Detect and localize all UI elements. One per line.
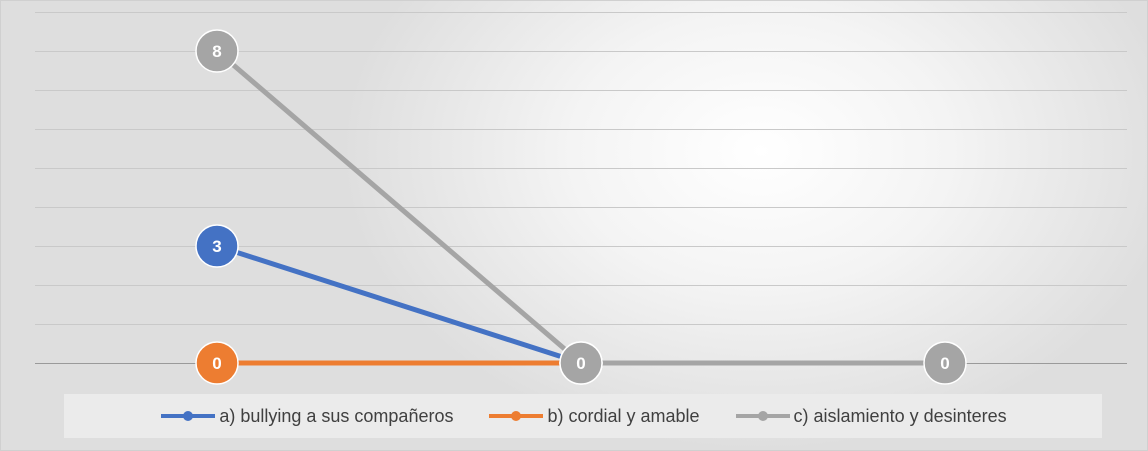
series-3-data-label: 0 [940, 354, 949, 373]
legend-marker-series-1 [161, 411, 216, 421]
series-1-data-label: 3 [212, 237, 221, 256]
legend: a) bullying a sus compañeros b) cordial … [64, 394, 1102, 438]
series-3-line [214, 48, 584, 366]
legend-item-series-3: c) aislamiento y desinteres [734, 406, 1007, 427]
series-1-line [214, 243, 584, 366]
legend-label-series-2: b) cordial y amable [547, 405, 700, 426]
legend-item-series-2: b) cordial y amable [487, 405, 700, 427]
legend-dot-series-1 [183, 411, 194, 421]
legend-marker-series-2 [489, 411, 544, 421]
series-3-data-label: 8 [212, 42, 221, 61]
series-2-data-label: 0 [212, 354, 221, 373]
legend-marker-series-3 [735, 411, 790, 421]
legend-label-series-3: c) aislamiento y desinteres [793, 405, 1007, 426]
legend-label-series-1: a) bullying a sus compañeros [219, 405, 454, 426]
series-3-point [923, 341, 967, 385]
series-2-point [195, 341, 239, 385]
series-3-point [195, 29, 239, 73]
series-1-point [195, 224, 239, 268]
legend-item-series-1: a) bullying a sus compañeros [159, 406, 453, 427]
legend-dot-series-2 [511, 411, 522, 421]
series-3-point [559, 341, 603, 385]
series-3-data-label: 0 [576, 354, 585, 373]
legend-dot-series-3 [757, 411, 768, 421]
